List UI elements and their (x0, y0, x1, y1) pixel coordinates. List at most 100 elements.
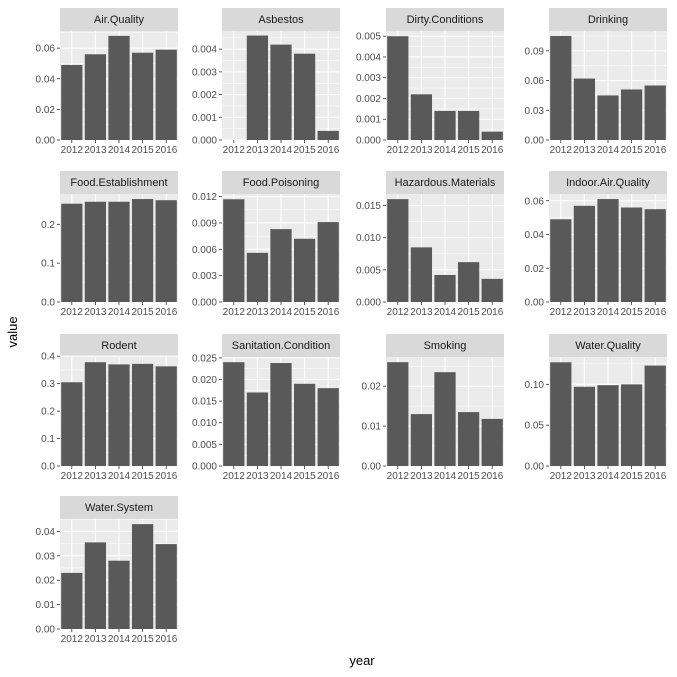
y-tick-label: 0.00 (36, 136, 56, 147)
bar (317, 222, 339, 302)
bar (644, 365, 666, 466)
x-tick-label: 2012 (61, 307, 84, 318)
y-tick-label: 0.004 (356, 52, 381, 63)
x-tick-label: 2013 (246, 145, 269, 156)
y-tick-label: 0.4 (41, 352, 55, 363)
facet-title: Food.Establishment (70, 177, 167, 189)
y-tick-label: 0.04 (525, 230, 545, 241)
bar (597, 199, 619, 302)
y-tick-label: 0.1 (41, 259, 55, 270)
y-tick-label: 0.006 (192, 245, 217, 256)
x-tick-label: 2014 (108, 307, 131, 318)
facet-strip (222, 8, 340, 31)
y-tick-label: 0.00 (36, 625, 56, 636)
bar (61, 572, 83, 629)
x-tick-label: 2016 (155, 634, 178, 645)
x-tick-label: 2012 (387, 471, 410, 482)
x-tick-label: 2013 (573, 145, 596, 156)
y-tick-label: 0.01 (36, 600, 56, 611)
facet-title: Hazardous.Materials (395, 177, 496, 189)
bar (550, 35, 572, 140)
bar (270, 44, 292, 140)
y-tick-label: 0.2 (41, 220, 55, 231)
facet-panel: Water.System 0.00 0.01 0.02 0.03 0.04 2012 2013… (36, 496, 178, 645)
bar (434, 110, 456, 140)
x-tick-label: 2015 (293, 471, 316, 482)
bar (131, 52, 154, 140)
x-tick-label: 2016 (481, 307, 504, 318)
y-tick-label: 0.00 (525, 136, 545, 147)
y-tick-label: 0.3 (41, 379, 55, 390)
facet-title: Food.Poisoning (243, 177, 319, 189)
bar (108, 201, 130, 302)
x-tick-label: 2012 (223, 307, 246, 318)
bar (620, 89, 643, 140)
x-tick-label: 2012 (550, 145, 573, 156)
bar (270, 229, 292, 302)
y-tick-label: 0.000 (192, 462, 217, 473)
x-tick-label: 2015 (293, 145, 316, 156)
x-tick-label: 2012 (550, 307, 573, 318)
bar (550, 219, 572, 302)
y-tick-label: 0.05 (525, 421, 545, 432)
facet-panel: Rodent 0.0 0.1 0.2 0.3 0.4 2012 2013 2014 2015 201… (41, 334, 178, 482)
x-tick-label: 2016 (155, 145, 178, 156)
y-tick-label: 0.0 (41, 462, 55, 473)
facet-title: Dirty.Conditions (407, 14, 484, 26)
y-tick-label: 0.01 (362, 422, 382, 433)
y-tick-label: 0.03 (36, 551, 56, 562)
x-tick-label: 2013 (573, 471, 596, 482)
x-tick-label: 2015 (457, 145, 480, 156)
y-tick-label: 0.02 (362, 382, 382, 393)
x-tick-label: 2015 (293, 307, 316, 318)
x-tick-label: 2015 (131, 145, 154, 156)
bar (84, 201, 107, 302)
y-tick-label: 0.005 (192, 440, 217, 451)
x-tick-label: 2012 (223, 471, 246, 482)
x-tick-label: 2014 (597, 145, 620, 156)
x-tick-label: 2012 (61, 634, 84, 645)
y-tick-label: 0.00 (525, 298, 545, 309)
facet-panel: Drinking 0.00 0.03 0.06 0.09 2012 2013 2014 2015… (525, 8, 667, 156)
bar (481, 278, 503, 302)
y-tick-label: 0.04 (36, 527, 56, 538)
x-tick-label: 2013 (573, 307, 596, 318)
x-tick-label: 2013 (84, 471, 107, 482)
x-tick-label: 2015 (457, 471, 480, 482)
y-tick-label: 0.004 (192, 45, 217, 56)
x-tick-label: 2013 (84, 307, 107, 318)
bar (644, 209, 666, 302)
facet-strip (60, 496, 178, 519)
x-tick-label: 2012 (223, 145, 246, 156)
x-tick-label: 2013 (410, 145, 433, 156)
facet-strip (60, 334, 178, 357)
y-tick-label: 0.025 (192, 353, 217, 364)
bar (573, 386, 596, 466)
facet-strip (549, 8, 667, 31)
bar (597, 385, 619, 466)
y-tick-label: 0.000 (192, 298, 217, 309)
x-tick-label: 2014 (434, 145, 457, 156)
x-tick-label: 2014 (434, 307, 457, 318)
y-tick-label: 0.009 (192, 218, 217, 229)
y-tick-label: 0.06 (525, 76, 545, 87)
bar (481, 418, 503, 466)
x-tick-label: 2012 (61, 471, 84, 482)
facet-title: Drinking (588, 14, 628, 26)
bar (573, 78, 596, 140)
facet-panel: Smoking 0.00 0.01 0.02 2012 2013 2014 2015 2016 (362, 334, 504, 482)
x-tick-label: 2014 (270, 307, 293, 318)
y-tick-label: 0.1 (41, 434, 55, 445)
y-tick-label: 0.002 (192, 90, 217, 101)
bar (457, 110, 480, 140)
facet-strip (386, 334, 504, 357)
y-tick-label: 0.002 (356, 94, 381, 105)
bar (61, 203, 83, 302)
bar (155, 544, 177, 629)
x-tick-label: 2014 (270, 145, 293, 156)
x-tick-label: 2014 (597, 471, 620, 482)
bar (131, 524, 154, 629)
x-tick-label: 2012 (387, 145, 410, 156)
bar (620, 384, 643, 466)
